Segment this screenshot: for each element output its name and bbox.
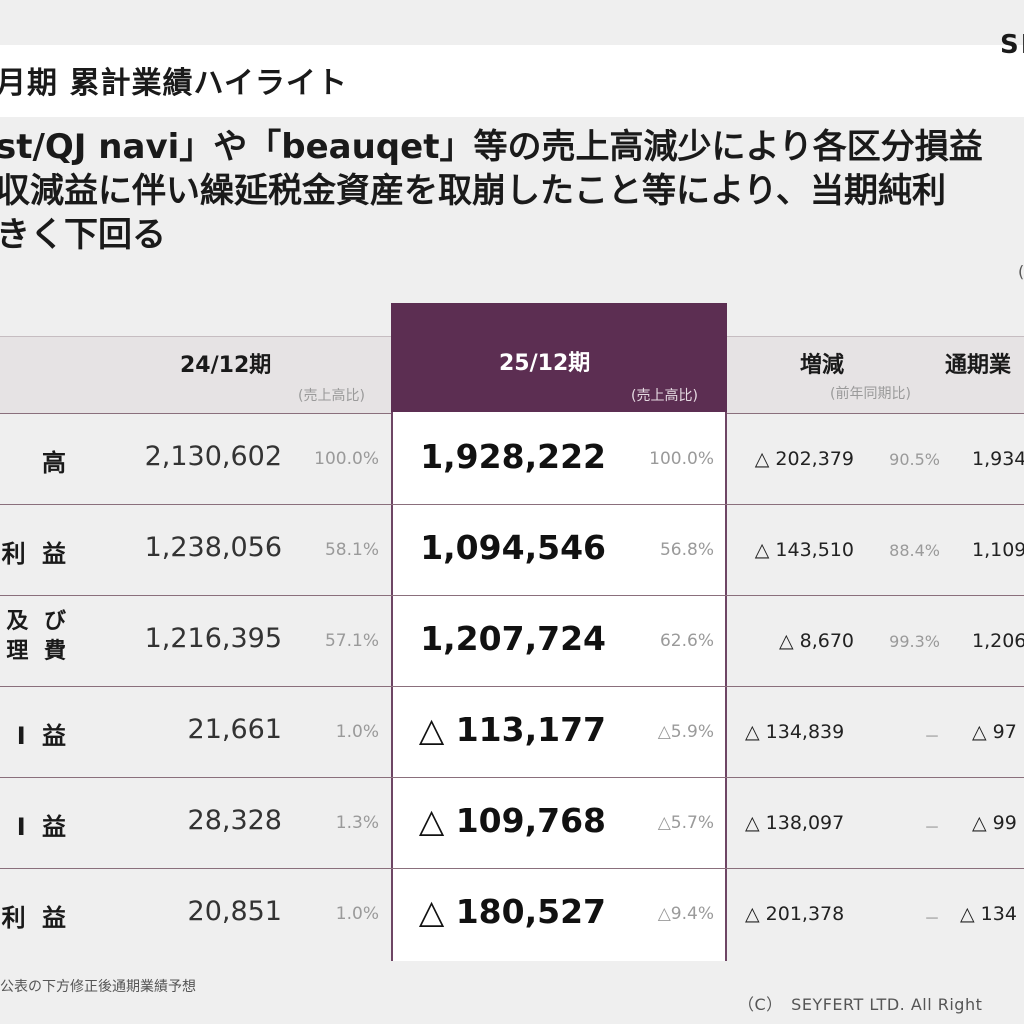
table-row: 利 益 1,238,056 58.1% 1,094,546 56.8% △ 14… [0, 504, 1024, 596]
col-header-curr-box: 25/12期 (売上高比) [391, 303, 727, 413]
unit-note: ( [1018, 262, 1024, 281]
prev-ratio: 1.0% [335, 904, 379, 924]
curr-value: △ 109,768 [418, 801, 606, 840]
change-ratio: － [923, 818, 940, 837]
change-value: △ 202,379 [754, 448, 854, 470]
col-subheader-change: (前年同期比) [830, 386, 911, 402]
col-header-curr: 25/12期 [499, 351, 591, 376]
prev-value: 28,328 [187, 805, 282, 836]
summary-line-2: 収減益に伴い繰延税金資産を取崩したこと等により、当期純利 [0, 171, 946, 211]
row-label-line-2: 理 費 [6, 639, 70, 664]
prev-ratio: 58.1% [324, 540, 379, 560]
curr-value: △ 180,527 [418, 892, 606, 931]
change-ratio: 99.3% [889, 632, 940, 651]
change-ratio: － [923, 909, 940, 928]
change-ratio: 88.4% [889, 541, 940, 560]
row-label: Ⅰ 益 [16, 722, 70, 750]
table-row: 及 び 理 費 1,216,395 57.1% 1,207,724 62.6% … [0, 595, 1024, 687]
title-band [0, 45, 1024, 117]
curr-ratio: △5.7% [657, 813, 714, 833]
col-subheader-curr: (売上高比) [631, 388, 698, 404]
change-value: △ 134,839 [745, 721, 845, 743]
prev-ratio: 1.0% [335, 722, 379, 742]
prev-ratio: 1.3% [335, 813, 379, 833]
forecast-value: △ 97 [972, 721, 1017, 743]
prev-value: 1,216,395 [144, 623, 282, 654]
summary-line-1: st/QJ navi」や「beauqet」等の売上高減少により各区分損益 [0, 127, 983, 167]
change-value: △ 143,510 [754, 539, 854, 561]
prev-value: 1,238,056 [144, 532, 282, 563]
curr-value: 1,094,546 [420, 528, 606, 567]
summary-text: st/QJ navi」や「beauqet」等の売上高減少により各区分損益 収減益… [0, 125, 1024, 257]
row-label: 利 益 [1, 904, 70, 932]
curr-value: 1,928,222 [420, 437, 606, 476]
change-value: △ 8,670 [778, 630, 854, 652]
curr-ratio: 56.8% [659, 540, 714, 560]
curr-ratio: △9.4% [657, 904, 714, 924]
change-value: △ 201,378 [745, 903, 845, 925]
col-header-change: 増減 [800, 353, 845, 378]
table-row: 高 2,130,602 100.0% 1,928,222 100.0% △ 20… [0, 413, 1024, 505]
row-label: Ⅰ 益 [16, 813, 70, 841]
col-header-forecast: 通期業 [945, 353, 1012, 378]
table-row: Ⅰ 益 21,661 1.0% △ 113,177 △5.9% △ 134,83… [0, 686, 1024, 778]
curr-ratio: 100.0% [649, 449, 714, 469]
prev-ratio: 57.1% [324, 631, 379, 651]
change-ratio: 90.5% [889, 450, 940, 469]
row-label: 利 益 [1, 540, 70, 568]
forecast-value: △ 134 [960, 903, 1017, 925]
curr-value: 1,207,724 [420, 619, 606, 658]
row-label: 及 び 理 費 [0, 607, 70, 667]
company-logo: SE [1000, 30, 1024, 60]
table-row: 利 益 20,851 1.0% △ 180,527 △9.4% △ 201,37… [0, 868, 1024, 959]
col-subheader-prev: (売上高比) [298, 388, 365, 404]
forecast-value: 1,934 [972, 448, 1024, 470]
change-value: △ 138,097 [745, 812, 845, 834]
prev-value: 20,851 [187, 896, 282, 927]
forecast-value: 1,109 [972, 539, 1024, 561]
forecast-value: 1,206 [972, 630, 1024, 652]
row-label-line-1: 及 び [6, 609, 70, 634]
copyright: （C） SEYFERT LTD. All Right [738, 995, 983, 1014]
curr-ratio: △5.9% [657, 722, 714, 742]
summary-line-3: きく下回る [0, 215, 166, 255]
curr-ratio: 62.6% [659, 631, 714, 651]
curr-value: △ 113,177 [418, 710, 606, 749]
prev-value: 2,130,602 [144, 441, 282, 472]
table-row: Ⅰ 益 28,328 1.3% △ 109,768 △5.7% △ 138,09… [0, 777, 1024, 869]
prev-value: 21,661 [187, 714, 282, 745]
prev-ratio: 100.0% [314, 449, 379, 469]
forecast-value: △ 99 [972, 812, 1017, 834]
col-header-prev: 24/12期 [180, 353, 272, 378]
row-label: 高 [42, 449, 70, 477]
page-title: 月期 累計業績ハイライト [0, 66, 348, 101]
footnote: 公表の下方修正後通期業績予想 [0, 979, 196, 995]
change-ratio: － [923, 727, 940, 746]
